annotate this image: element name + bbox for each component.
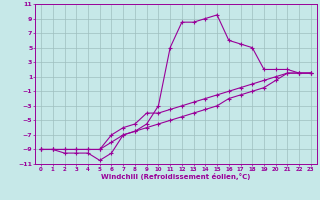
X-axis label: Windchill (Refroidissement éolien,°C): Windchill (Refroidissement éolien,°C) [101, 173, 251, 180]
